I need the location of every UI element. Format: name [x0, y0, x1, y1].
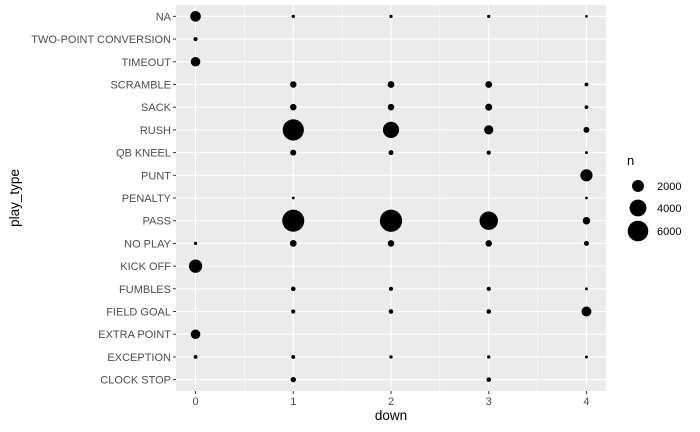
data-point: [485, 81, 493, 88]
data-point: [388, 150, 394, 156]
legend-title: n: [627, 153, 634, 168]
y-tick-label: TWO-POINT CONVERSION: [31, 34, 171, 46]
data-point: [585, 355, 588, 359]
data-point: [290, 103, 297, 111]
data-points: [188, 11, 593, 383]
data-point: [387, 81, 395, 88]
data-point: [388, 309, 394, 314]
y-tick-label: KICK OFF: [120, 261, 171, 273]
data-point: [389, 355, 393, 359]
x-tick-label: 2: [388, 396, 394, 408]
legend-key-circle: [629, 199, 647, 217]
data-point: [485, 103, 493, 111]
data-point: [193, 36, 198, 42]
y-tick-label: FUMBLES: [119, 284, 171, 296]
data-point: [484, 125, 494, 135]
x-tick-label: 4: [583, 396, 589, 408]
legend-label: 4000: [657, 203, 681, 215]
x-tick-label: 0: [192, 396, 198, 408]
data-point: [585, 151, 588, 155]
data-point: [379, 209, 403, 232]
y-tick-label: QB KNEEL: [116, 148, 171, 160]
y-tick-label: PENALTY: [122, 193, 172, 205]
data-point: [581, 306, 592, 317]
x-tick-label: 1: [290, 396, 296, 408]
data-point: [291, 355, 296, 359]
y-tick-label: EXCEPTION: [107, 352, 171, 364]
data-point: [486, 309, 492, 314]
data-point: [387, 103, 395, 111]
y-tick-label: SCRAMBLE: [110, 79, 171, 91]
data-point: [387, 240, 395, 247]
data-point: [584, 105, 589, 110]
data-point: [580, 169, 593, 182]
data-point: [486, 150, 491, 155]
legend-label: 6000: [657, 226, 681, 238]
data-point: [486, 377, 492, 382]
x-tick-label: 3: [486, 396, 492, 408]
data-point: [190, 56, 201, 67]
data-point: [291, 309, 296, 314]
data-point: [291, 14, 295, 18]
data-point: [291, 196, 295, 200]
data-point: [289, 240, 297, 247]
data-point: [479, 211, 498, 230]
size-legend: n 2000 4000 6000: [627, 153, 681, 242]
data-point: [193, 241, 198, 246]
legend-key-circle: [632, 180, 644, 192]
y-tick-label: FIELD GOAL: [106, 307, 171, 319]
y-tick-label: TIMEOUT: [122, 57, 172, 69]
y-tick-label: NA: [156, 11, 172, 23]
data-point: [193, 355, 198, 359]
y-tick-label: NO PLAY: [124, 238, 172, 250]
y-tick-label: CLOCK STOP: [100, 375, 171, 387]
data-point: [584, 82, 589, 87]
data-point: [388, 286, 394, 291]
data-point: [487, 355, 491, 359]
y-axis-title: play_type: [7, 169, 22, 227]
data-point: [282, 209, 305, 232]
data-point: [582, 216, 591, 225]
data-point: [583, 126, 590, 133]
data-point: [585, 15, 588, 18]
data-point: [486, 286, 491, 291]
data-point: [583, 240, 589, 246]
y-axis: CLOCK STOP EXCEPTION EXTRA POINT FIELD GOAL…: [31, 11, 176, 387]
data-point: [487, 14, 491, 18]
data-point: [485, 240, 492, 247]
data-point: [290, 286, 296, 292]
x-axis-title: down: [375, 408, 407, 423]
x-axis: 0 1 2 3 4: [192, 391, 590, 408]
data-point: [282, 119, 304, 141]
data-point: [190, 329, 201, 340]
data-point: [190, 11, 201, 22]
data-point: [290, 81, 297, 88]
data-point: [290, 376, 296, 383]
legend-key-circle: [627, 220, 649, 242]
data-point: [188, 259, 203, 273]
data-point: [290, 149, 297, 156]
y-tick-label: SACK: [141, 102, 172, 114]
y-tick-label: PASS: [142, 216, 171, 228]
y-tick-label: PUNT: [141, 170, 171, 182]
y-tick-label: RUSH: [140, 125, 171, 137]
data-point: [585, 287, 588, 291]
data-point: [382, 121, 400, 138]
y-tick-label: EXTRA POINT: [98, 329, 171, 341]
legend-label: 2000: [657, 181, 681, 193]
data-point: [389, 14, 393, 18]
data-point: [585, 196, 588, 200]
